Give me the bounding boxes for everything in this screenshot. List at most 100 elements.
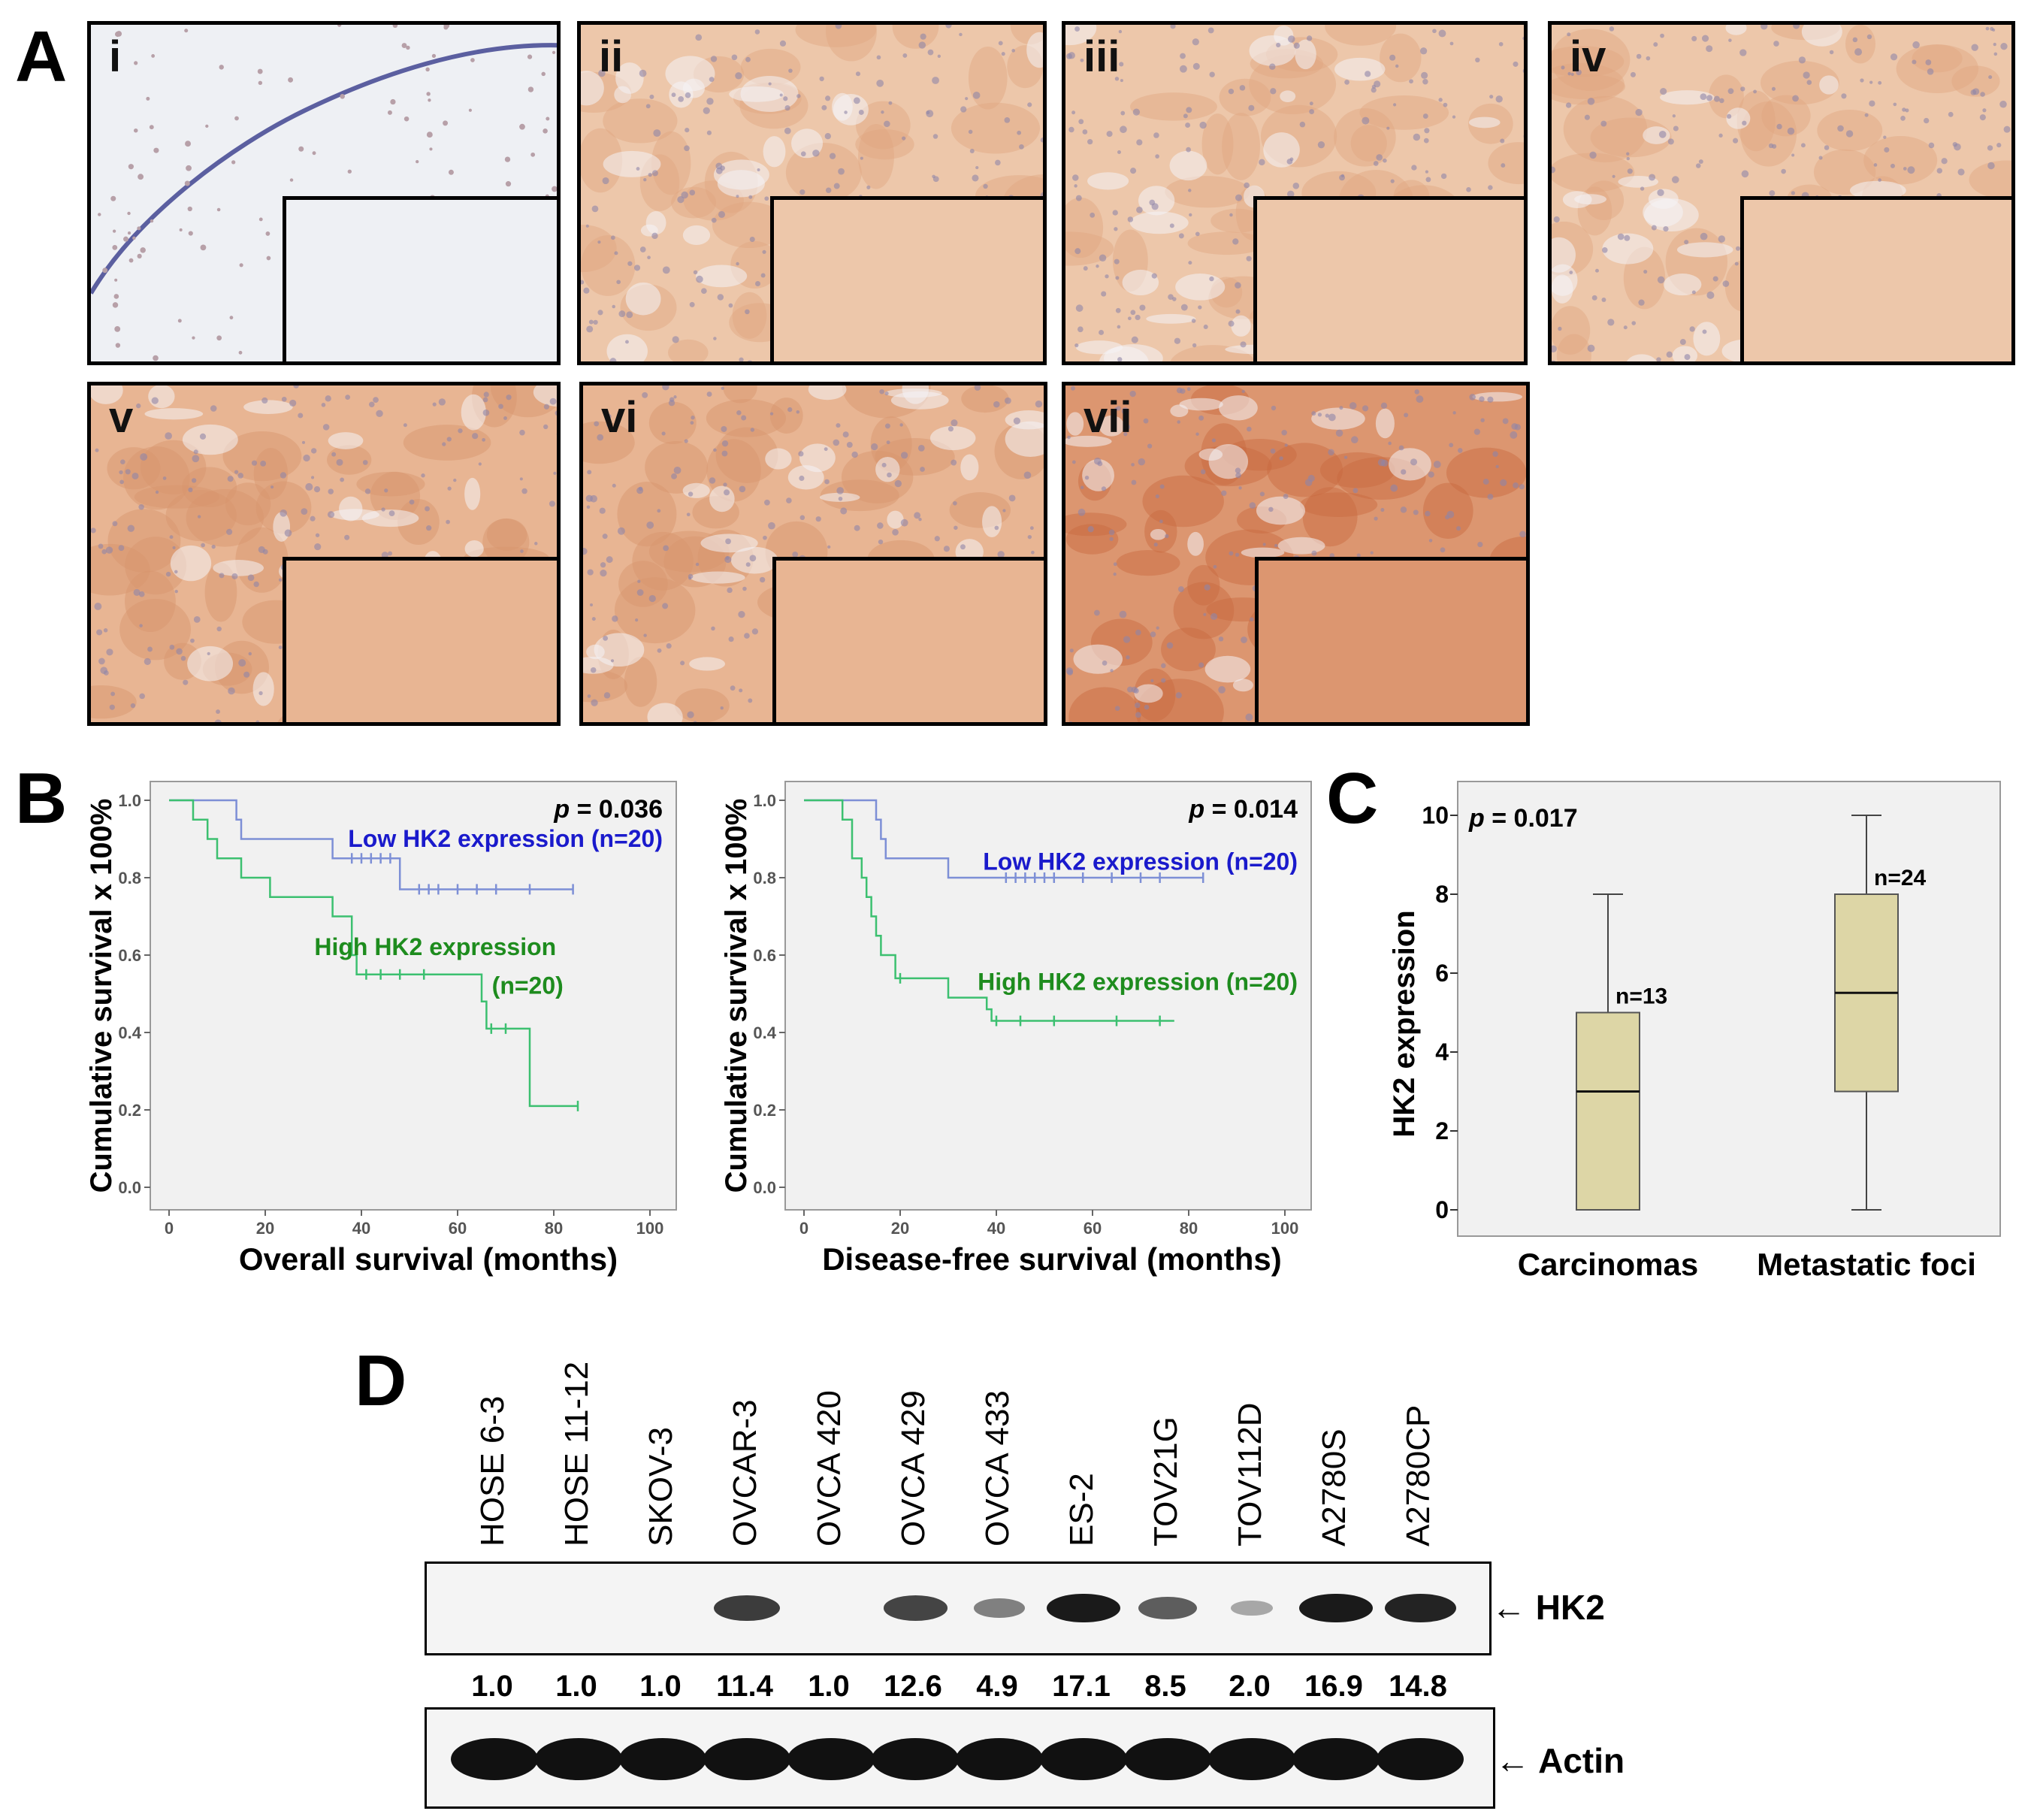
- nucleus: [748, 195, 753, 199]
- hk2-band: [883, 1595, 948, 1621]
- nucleus: [1114, 258, 1120, 265]
- nucleus: [643, 177, 647, 182]
- nucleus: [125, 469, 131, 475]
- stain-blob: [486, 518, 527, 551]
- nucleus: [855, 71, 861, 77]
- stain-blob: [961, 385, 1009, 413]
- nucleus: [951, 419, 958, 427]
- stain-blob: [715, 427, 778, 483]
- x-tick-label: 20: [256, 1219, 274, 1238]
- nucleus: [1195, 432, 1199, 436]
- stain-blob: [482, 518, 530, 566]
- stain-blob: [1187, 564, 1220, 606]
- nucleus: [1837, 125, 1844, 132]
- nucleus: [1204, 584, 1210, 591]
- nucleus: [193, 615, 201, 623]
- nucleus: [1979, 114, 1986, 121]
- stroma-cell: [128, 164, 134, 170]
- stroma-gap: [273, 512, 291, 542]
- nucleus: [1235, 194, 1243, 201]
- nucleus: [1421, 71, 1428, 79]
- nucleus: [1617, 233, 1625, 240]
- nucleus: [1718, 133, 1723, 138]
- stain-blob: [583, 670, 628, 703]
- nucleus: [1523, 135, 1524, 138]
- nucleus: [951, 459, 957, 466]
- nucleus: [954, 525, 958, 531]
- stroma-cell: [428, 98, 431, 102]
- nucleus: [648, 172, 652, 177]
- nucleus: [1156, 626, 1159, 630]
- nucleus: [1607, 319, 1615, 326]
- nucleus: [1890, 163, 1895, 168]
- nucleus: [1552, 345, 1557, 353]
- stain-blob: [826, 25, 877, 62]
- nucleus: [231, 573, 238, 579]
- nucleus: [1090, 212, 1096, 218]
- nucleus: [1071, 110, 1076, 115]
- y-tick-label: 0.2: [118, 1101, 141, 1120]
- nucleus: [600, 569, 607, 577]
- nucleus: [894, 479, 902, 488]
- nucleus: [1229, 551, 1234, 556]
- nucleus: [711, 626, 715, 631]
- nucleus: [376, 410, 383, 418]
- nucleus: [409, 499, 415, 505]
- actin-blot: [425, 1707, 1495, 1809]
- nucleus: [1135, 629, 1141, 636]
- nucleus: [1477, 541, 1483, 548]
- nucleus: [1130, 168, 1137, 174]
- nucleus: [131, 472, 139, 479]
- nucleus: [709, 77, 715, 83]
- nucleus: [1793, 25, 1800, 29]
- nucleus: [1136, 206, 1143, 213]
- stroma-cell: [138, 174, 144, 180]
- nucleus: [783, 96, 788, 101]
- nucleus: [1386, 126, 1390, 130]
- nucleus: [1457, 448, 1463, 453]
- nucleus: [1126, 655, 1130, 660]
- stain-blob: [1760, 60, 1839, 105]
- nucleus: [1165, 534, 1169, 539]
- nucleus: [1151, 203, 1159, 210]
- stroma-cell: [184, 29, 189, 33]
- nucleus: [755, 281, 760, 286]
- stroma-cell: [401, 43, 407, 49]
- nucleus: [1565, 102, 1572, 108]
- nucleus: [602, 177, 609, 185]
- plot-area: [150, 781, 677, 1211]
- x-tick-label: 60: [1084, 1219, 1102, 1238]
- nucleus: [362, 460, 368, 465]
- nucleus: [959, 32, 963, 37]
- stain-blob: [125, 537, 187, 595]
- nucleus: [1374, 516, 1378, 521]
- hk2-band: [1138, 1596, 1197, 1620]
- stain-blob: [186, 488, 264, 547]
- nucleus: [1864, 113, 1869, 117]
- stroma-gap: [614, 86, 631, 104]
- nucleus: [549, 398, 557, 405]
- nucleus: [695, 562, 700, 567]
- nucleus: [689, 301, 695, 307]
- stroma-cell: [470, 58, 475, 62]
- stroma-gap: [606, 334, 648, 361]
- actin-band: [451, 1738, 538, 1780]
- stain-blob: [1422, 482, 1473, 540]
- nucleus: [1383, 158, 1387, 163]
- stain-blob: [1219, 78, 1271, 116]
- stain-blob: [1165, 176, 1250, 208]
- nucleus: [556, 433, 557, 435]
- nucleus: [597, 310, 603, 316]
- nucleus: [612, 483, 616, 488]
- stain-blob: [1065, 197, 1104, 258]
- stain-blob: [1740, 101, 1797, 167]
- nucleus: [228, 687, 235, 695]
- nucleus: [997, 551, 1005, 558]
- stain-blob: [1173, 582, 1235, 639]
- stroma-cell: [552, 186, 557, 192]
- nucleus: [1362, 405, 1369, 412]
- y-tick-label: 10: [1422, 802, 1449, 829]
- stroma-gap: [1552, 274, 1573, 304]
- nucleus: [162, 476, 167, 480]
- micrograph-iii: iii: [1062, 21, 1528, 365]
